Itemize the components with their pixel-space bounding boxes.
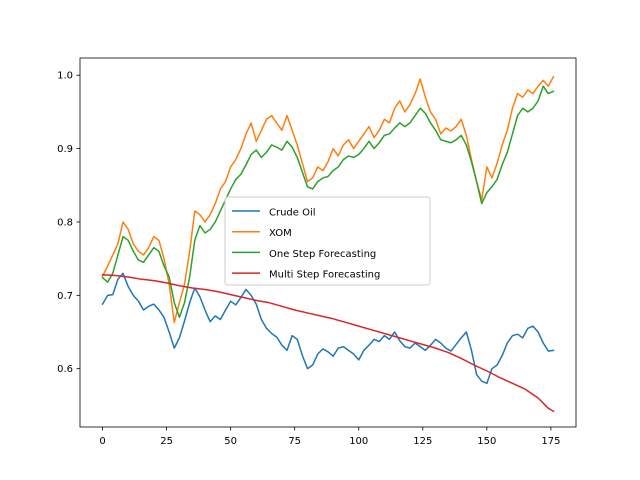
legend-box xyxy=(224,196,431,286)
y-tick-label: 0.8 xyxy=(57,217,73,228)
x-axis-ticks: 0 25 50 75 100 125 150 175 xyxy=(99,427,560,447)
legend-label: Crude Oil xyxy=(269,208,316,219)
y-tick-label: 0.6 xyxy=(57,364,73,375)
x-tick-label: 100 xyxy=(349,436,368,447)
legend-label: XOM xyxy=(269,228,292,239)
y-tick-label: 1.0 xyxy=(57,71,73,82)
axes-layer xyxy=(79,57,577,428)
x-tick-label: 125 xyxy=(413,436,432,447)
y-tick-label: 0.9 xyxy=(57,144,73,155)
x-tick-label: 50 xyxy=(224,436,237,447)
series-layer xyxy=(101,75,555,413)
x-tick-label: 150 xyxy=(477,436,496,447)
x-tick-label: 0 xyxy=(99,436,105,447)
series-line-crude-oil xyxy=(101,272,555,385)
x-tick-label: 25 xyxy=(160,436,173,447)
x-tick-label: 175 xyxy=(541,436,560,447)
series-line-one-step-forecasting xyxy=(101,85,555,319)
y-tick-label: 0.7 xyxy=(57,291,73,302)
plot-frame xyxy=(79,57,577,428)
y-axis-ticks: 0.6 0.7 0.8 0.9 1.0 xyxy=(57,71,80,375)
legend: Crude Oil XOM One Step Forecasting Multi St… xyxy=(224,196,431,286)
legend-label: One Step Forecasting xyxy=(269,249,376,260)
x-tick-label: 75 xyxy=(288,436,301,447)
series-line-multi-step-forecasting xyxy=(101,273,555,413)
legend-label: Multi Step Forecasting xyxy=(269,270,380,281)
